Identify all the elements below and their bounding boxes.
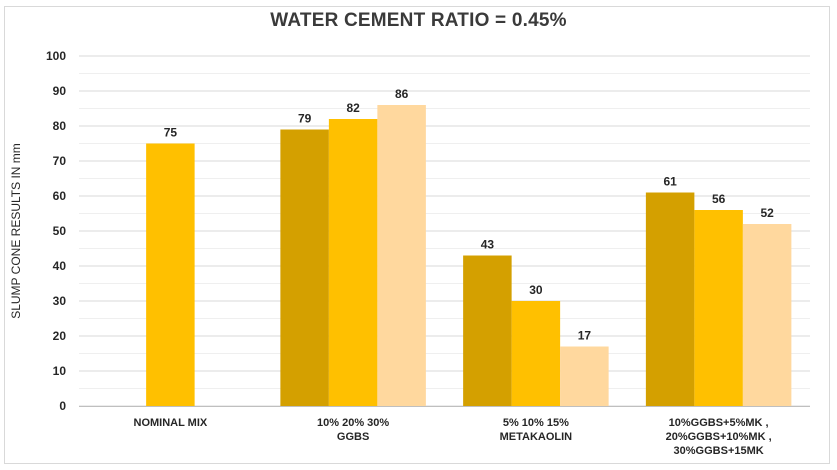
y-tick-label: 0: [59, 399, 66, 413]
bar: [377, 105, 426, 406]
y-axis-label: SLUMP CONE RESULTS IN mm: [9, 143, 23, 319]
x-category-label: GGBS: [337, 431, 369, 443]
data-label: 43: [481, 238, 495, 252]
bar: [463, 255, 512, 406]
data-label: 17: [578, 329, 592, 343]
bar: [146, 143, 195, 406]
bar: [742, 224, 792, 406]
x-category-label: 10% 20% 30%: [317, 417, 389, 429]
data-label: 86: [395, 87, 409, 101]
x-category-label: 30%GGBS+15MK: [674, 445, 764, 457]
bar: [694, 210, 743, 406]
x-category-label: 20%GGBS+10%MK ,: [666, 431, 772, 443]
y-tick-label: 80: [53, 119, 67, 133]
x-category-label: 10%GGBS+5%MK ,: [669, 417, 769, 429]
data-label: 82: [346, 101, 360, 115]
y-tick-label: 10: [53, 364, 67, 378]
y-tick-label: 100: [46, 49, 66, 63]
data-label: 61: [663, 175, 677, 189]
y-tick-label: 30: [53, 294, 67, 308]
data-label: 79: [298, 112, 312, 126]
data-label: 52: [760, 206, 774, 220]
y-tick-label: 40: [53, 259, 67, 273]
x-category-label: METAKAOLIN: [500, 431, 573, 443]
bar: [328, 119, 378, 406]
chart-title: WATER CEMENT RATIO = 0.45%: [270, 10, 567, 31]
y-tick-label: 20: [53, 329, 67, 343]
bar: [560, 346, 609, 406]
bar: [511, 301, 561, 406]
bar: [280, 129, 329, 406]
y-tick-label: 60: [53, 189, 67, 203]
x-category-label: 5% 10% 15%: [503, 417, 569, 429]
y-tick-label: 50: [53, 224, 67, 238]
y-tick-label: 70: [53, 154, 67, 168]
x-category-label: NOMINAL MIX: [134, 417, 208, 429]
data-label: 30: [529, 283, 543, 297]
data-label: 56: [712, 192, 726, 206]
y-tick-label: 90: [53, 84, 67, 98]
bar: [645, 192, 695, 406]
data-label: 75: [164, 126, 178, 140]
